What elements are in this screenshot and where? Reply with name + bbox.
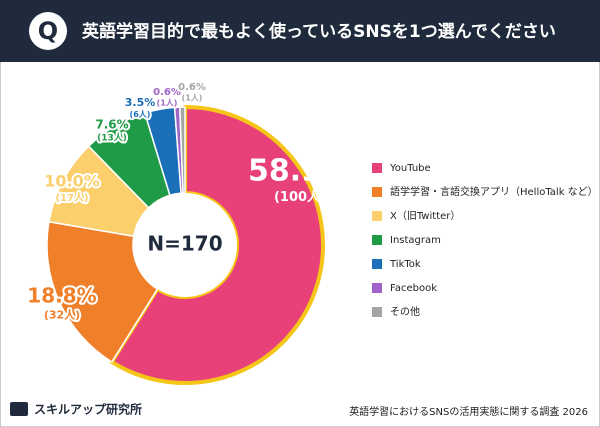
logo-icon: [10, 402, 28, 416]
count-label: (100人): [274, 189, 326, 205]
legend-swatch: [372, 283, 382, 293]
center-label: N=170: [147, 232, 222, 256]
legend-label: Facebook: [390, 283, 437, 294]
legend-swatch: [372, 259, 382, 269]
value-label: 0.6%: [153, 87, 181, 98]
legend-swatch: [372, 163, 382, 173]
legend-label: Instagram: [390, 235, 441, 246]
donut-hole: [133, 193, 237, 297]
count-label: (6人): [130, 109, 151, 119]
count-label: (1人): [182, 93, 203, 103]
legend-label: 語学学習・言語交換アプリ（HelloTalk など）: [390, 185, 598, 198]
legend-label: X（旧Twitter）: [390, 210, 460, 222]
legend-swatch: [372, 187, 382, 197]
value-label: 10.0%: [44, 172, 100, 191]
value-label: 3.5%: [125, 96, 156, 109]
count-label: (17人): [55, 191, 88, 204]
count-label: (13人): [97, 131, 127, 143]
chart-title: 英語学習目的で最もよく使っているSNSを1つ選んでください: [82, 21, 556, 42]
legend-label: TikTok: [389, 259, 421, 270]
count-label: (1人): [157, 98, 178, 108]
badge-circle: [29, 12, 67, 50]
source: 英語学習におけるSNSの活用実態に関する調査 2026: [349, 405, 588, 418]
value-label: 0.6%: [178, 82, 206, 93]
count-label: (32人): [44, 308, 80, 322]
legend-swatch: [372, 235, 382, 245]
value-label: 7.6%: [95, 118, 128, 132]
value-label: 58.9%: [248, 154, 352, 189]
header-bar: [0, 0, 600, 62]
logo: スキルアップ研究所: [34, 402, 142, 417]
legend-label: YouTube: [389, 163, 431, 174]
value-label: 18.8%: [27, 284, 96, 308]
legend-label: その他: [390, 305, 420, 318]
legend-swatch: [372, 211, 382, 221]
legend-swatch: [372, 307, 382, 317]
badge: Q: [38, 17, 58, 45]
